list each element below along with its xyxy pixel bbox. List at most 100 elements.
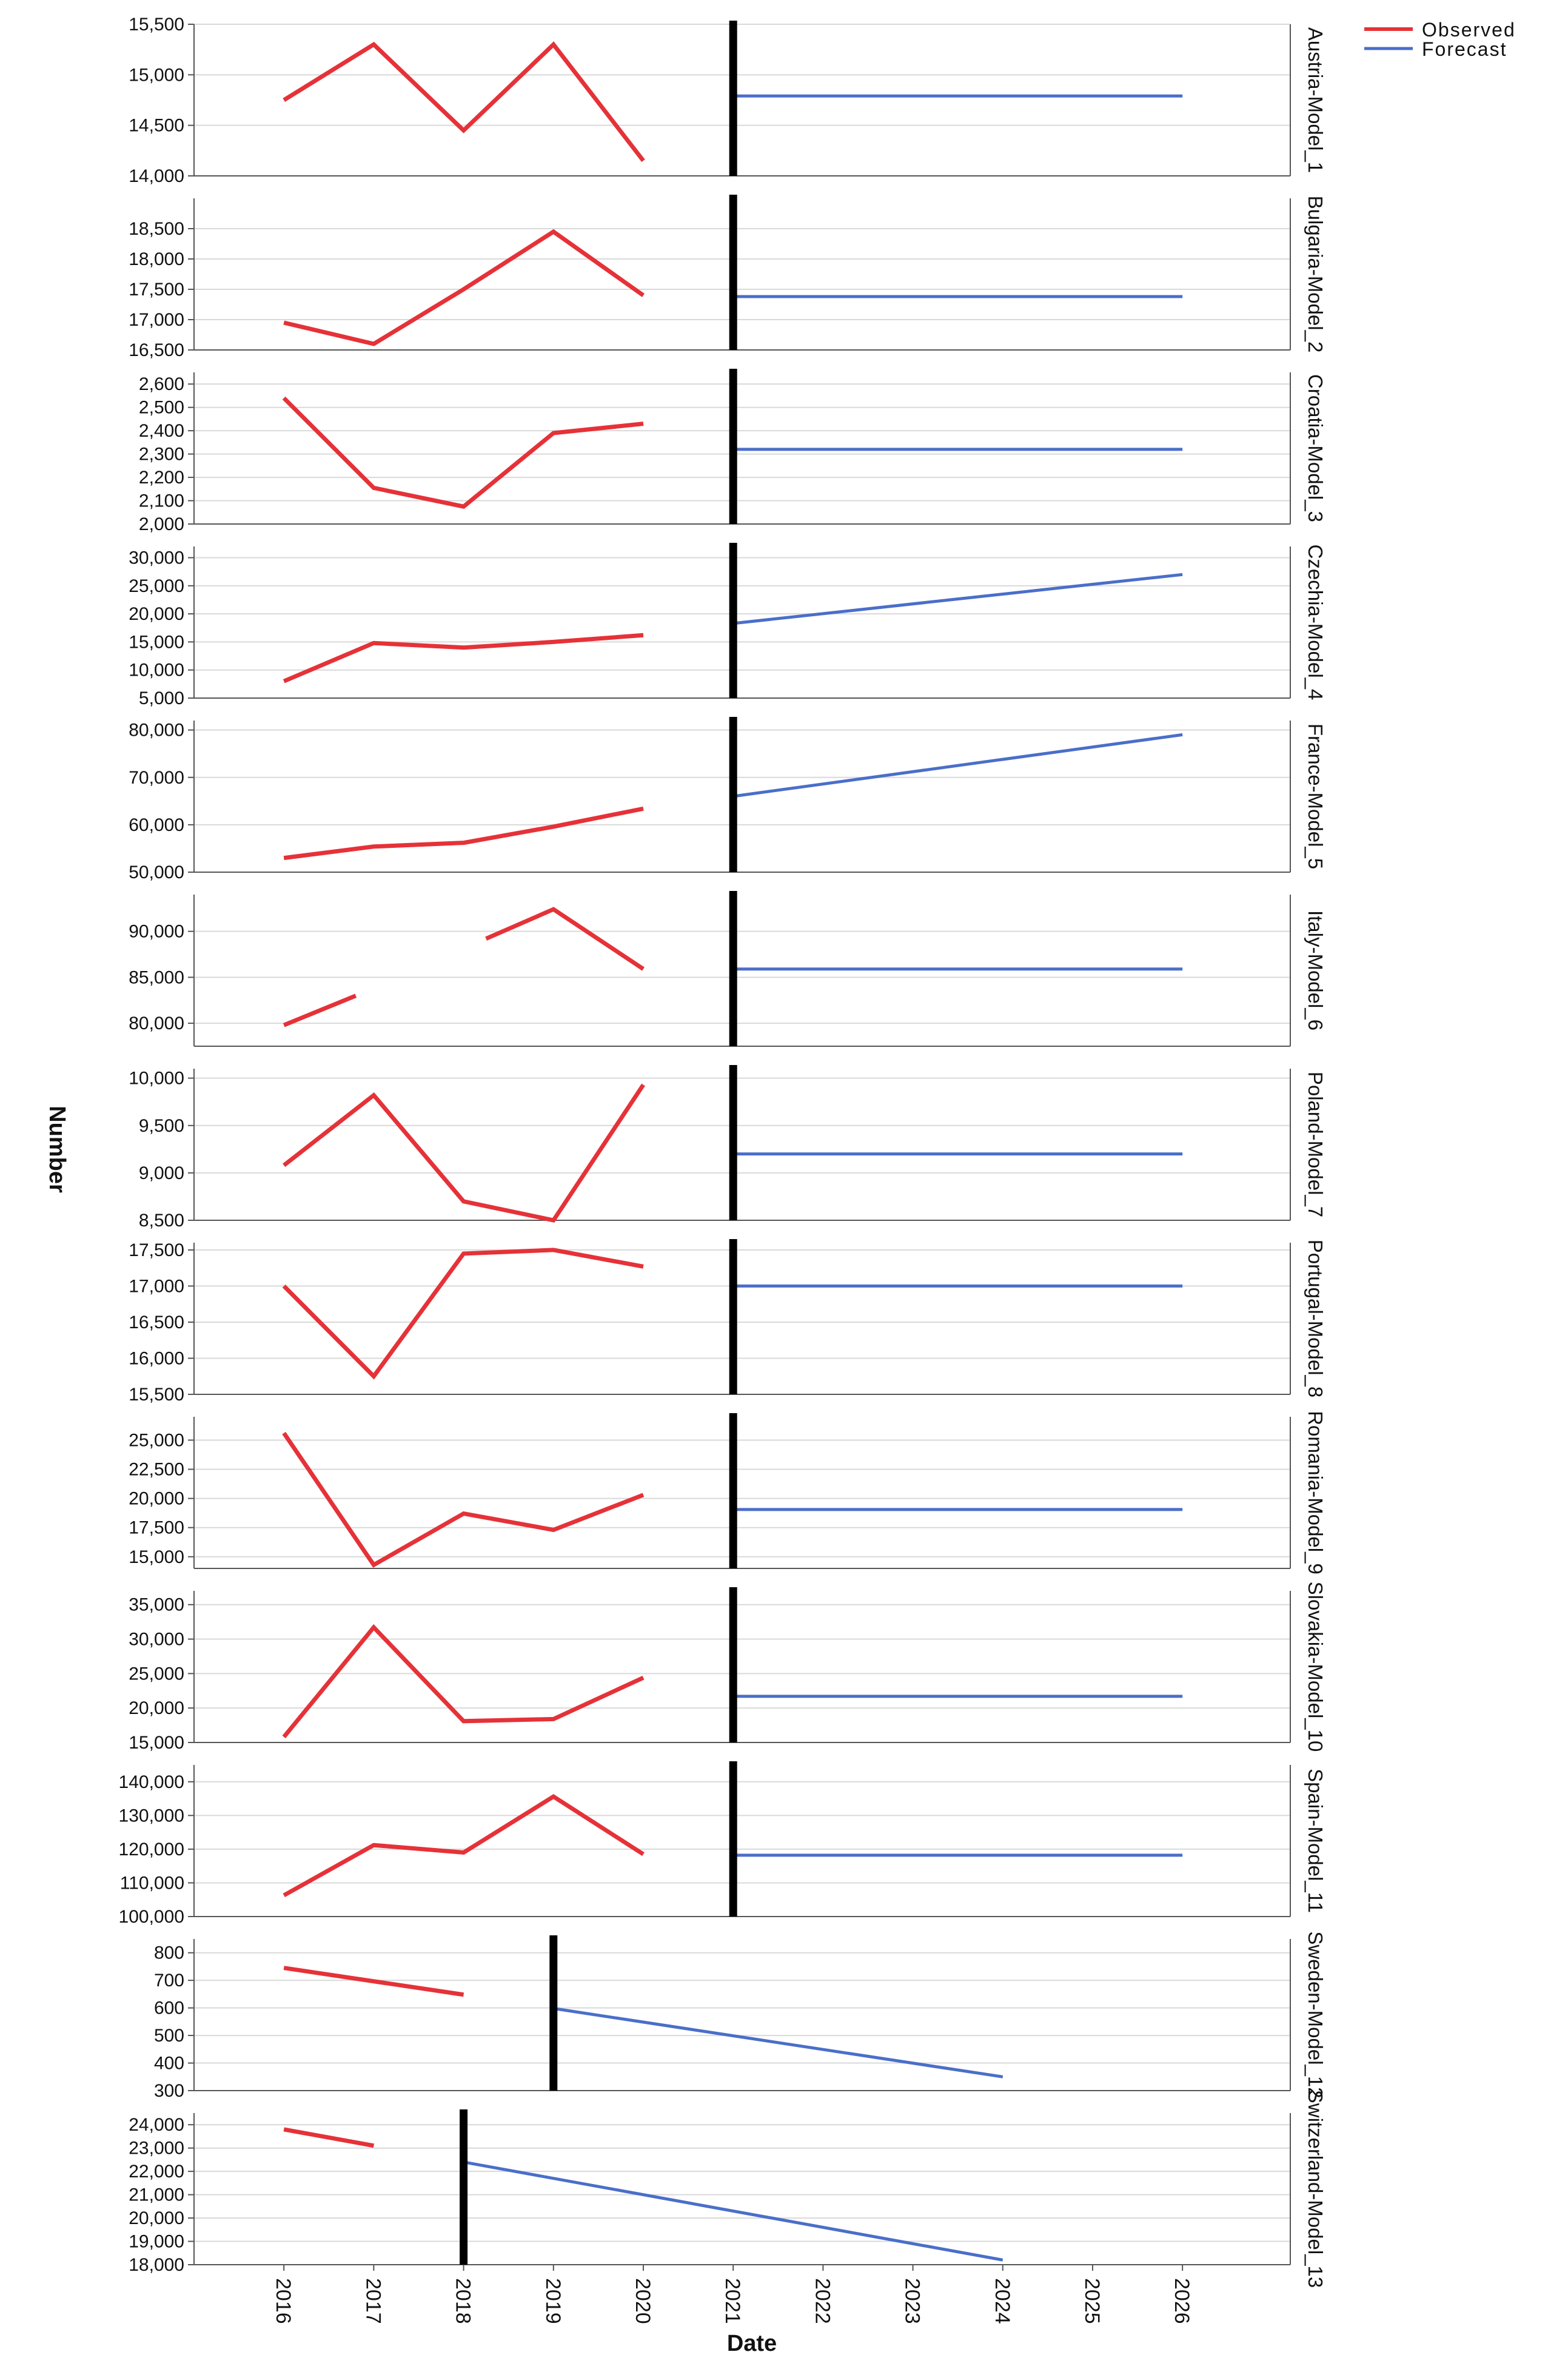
forecast-series-line [732, 733, 1183, 798]
x-tick-label: 2026 [1170, 2278, 1193, 2324]
x-tick-label: 2018 [452, 2278, 475, 2324]
panel-label: Slovakia-Model_10 [1304, 1582, 1327, 1752]
forecast-series-line [463, 2160, 1003, 2262]
y-tick-label: 17,500 [129, 1518, 184, 1538]
panel-czechia-model-4: 5,000 10,000 15,000 20,000 25,000 30,000 Czech… [129, 543, 1327, 708]
panel-label: Switzerland-Model_13 [1304, 2090, 1327, 2288]
y-tick-label: 80,000 [129, 1013, 184, 1033]
panel-label: Italy-Model_6 [1304, 910, 1327, 1030]
y-tick-label: 20,000 [129, 2208, 184, 2228]
observed-series-line [283, 2127, 375, 2148]
panel-france-model-5: 50,000 60,000 70,000 80,000 France-Model_5 [129, 717, 1327, 882]
y-tick-label: 15,500 [129, 15, 184, 35]
forecast-series-line [732, 573, 1183, 625]
y-tick-label: 600 [154, 1998, 184, 2018]
observed-series-line [282, 1431, 645, 1568]
y-tick-label: 19,000 [129, 2232, 184, 2252]
y-tick-label: 700 [154, 1971, 184, 1991]
y-tick-label: 100,000 [119, 1907, 184, 1927]
x-tick-label: 2017 [361, 2278, 384, 2324]
y-tick-label: 130,000 [119, 1806, 184, 1826]
y-tick-label: 25,000 [129, 1664, 184, 1684]
x-tick-label: 2022 [811, 2278, 834, 2324]
y-tick-label: 16,500 [129, 340, 184, 360]
y-tick-label: 17,500 [129, 1240, 184, 1260]
y-tick-label: 24,000 [129, 2115, 184, 2135]
y-axis-title: Number [44, 1106, 70, 1193]
observed-series-line [282, 1248, 644, 1380]
observed-series-line [283, 993, 357, 1027]
y-tick-label: 110,000 [120, 1873, 184, 1893]
panel-label: Bulgaria-Model_2 [1304, 196, 1327, 353]
panel-spain-model-11: 100,000 110,000 120,000 130,000 140,000 Spain… [119, 1761, 1327, 1927]
y-tick-label: 17,500 [129, 280, 184, 300]
y-tick-label: 2,500 [139, 398, 184, 418]
panels: 14,00014,50015,00015,500Austria-Model_11… [119, 15, 1327, 2288]
y-tick-label: 22,000 [129, 2162, 184, 2182]
y-tick-label: 9,000 [139, 1163, 184, 1183]
observed-series-line [283, 1083, 645, 1223]
observed-series-line [283, 229, 645, 346]
y-tick-label: 120,000 [119, 1840, 184, 1860]
forecast-series-line [553, 2007, 1003, 2078]
panel-italy-model-6: 80,000 85,000 90,000 Italy-Model_6 [129, 891, 1327, 1047]
y-tick-label: 2,300 [139, 445, 184, 465]
y-tick-label: 17,000 [129, 1276, 184, 1296]
y-tick-label: 30,000 [129, 1630, 184, 1650]
x-axis: 2016 2017 2018 2019 2020 2021 2022 2023 2024 2025… [272, 2265, 1193, 2324]
observed-series-line [485, 907, 645, 971]
y-tick-label: 15,000 [129, 1547, 184, 1567]
y-tick-label: 2,600 [139, 374, 184, 394]
observed-series-line [282, 396, 644, 509]
panel-portugal-model-8: 15,500 16,000 16,500 17,000 17,500 Portugal-M… [129, 1239, 1327, 1405]
y-tick-label: 90,000 [129, 922, 184, 942]
y-tick-label: 18,000 [129, 249, 184, 269]
y-tick-label: 10,000 [129, 1069, 184, 1089]
x-tick-label: 2025 [1081, 2278, 1104, 2324]
y-tick-label: 9,500 [139, 1116, 184, 1136]
y-tick-label: 18,500 [129, 219, 184, 239]
y-tick-label: 25,000 [129, 576, 184, 596]
y-tick-label: 15,000 [129, 65, 184, 85]
y-tick-label: 25,000 [129, 1430, 184, 1450]
y-tick-label: 2,100 [139, 491, 184, 511]
y-tick-label: 500 [154, 2026, 184, 2046]
panel-switzerland-model-13: 18,000 19,000 20,000 21,000 22,000 23,000 24,0… [129, 2090, 1327, 2288]
y-tick-label: 800 [154, 1943, 184, 1963]
y-tick-label: 16,000 [129, 1348, 184, 1368]
y-tick-label: 22,500 [129, 1460, 184, 1480]
panel-label: France-Model_5 [1304, 724, 1327, 869]
y-tick-label: 300 [154, 2081, 184, 2101]
y-tick-label: 20,000 [129, 604, 184, 624]
y-tick-label: 30,000 [129, 548, 184, 568]
panel-label: Austria-Model_1 [1304, 27, 1327, 173]
panel-label: Spain-Model_11 [1304, 1769, 1327, 1913]
y-tick-label: 16,500 [129, 1312, 184, 1332]
y-tick-label: 50,000 [129, 862, 184, 882]
y-tick-label: 85,000 [129, 967, 184, 987]
panel-label: Portugal-Model_8 [1304, 1240, 1327, 1398]
y-tick-label: 14,500 [129, 116, 184, 136]
observed-series-line [283, 633, 644, 684]
y-tick-label: 10,000 [129, 660, 184, 680]
panel-sweden-model-12: 300 400 500 600 700 800 Sweden-Model_12 [154, 1931, 1327, 2101]
y-tick-label: 35,000 [129, 1595, 184, 1615]
y-tick-label: 15,000 [129, 632, 184, 652]
x-tick-label: 2023 [901, 2278, 924, 2324]
panel-label: Romania-Model_9 [1304, 1411, 1327, 1574]
y-tick-label: 15,500 [129, 1385, 184, 1405]
x-tick-label: 2020 [631, 2278, 654, 2324]
panel-bulgaria-model-2: 16,500 17,000 17,500 18,000 18,500 Bulgaria-M… [129, 195, 1327, 360]
x-tick-label: 2019 [541, 2278, 565, 2324]
panel-slovakia-model-10: 15,000 20,000 25,000 30,000 35,000 Slovakia-M… [129, 1582, 1327, 1753]
y-tick-label: 70,000 [129, 768, 184, 788]
observed-series-line [283, 806, 644, 861]
panel-label: Sweden-Model_12 [1304, 1931, 1327, 2098]
x-tick-label: 2021 [721, 2278, 744, 2324]
legend-forecast-label: Forecast [1422, 38, 1507, 60]
y-tick-label: 21,000 [129, 2185, 184, 2205]
y-tick-label: 15,000 [129, 1733, 184, 1753]
panel-romania-model-9: 15,000 17,500 20,000 22,500 25,000 Romania-Mo… [129, 1411, 1327, 1574]
observed-series-line [283, 41, 645, 163]
